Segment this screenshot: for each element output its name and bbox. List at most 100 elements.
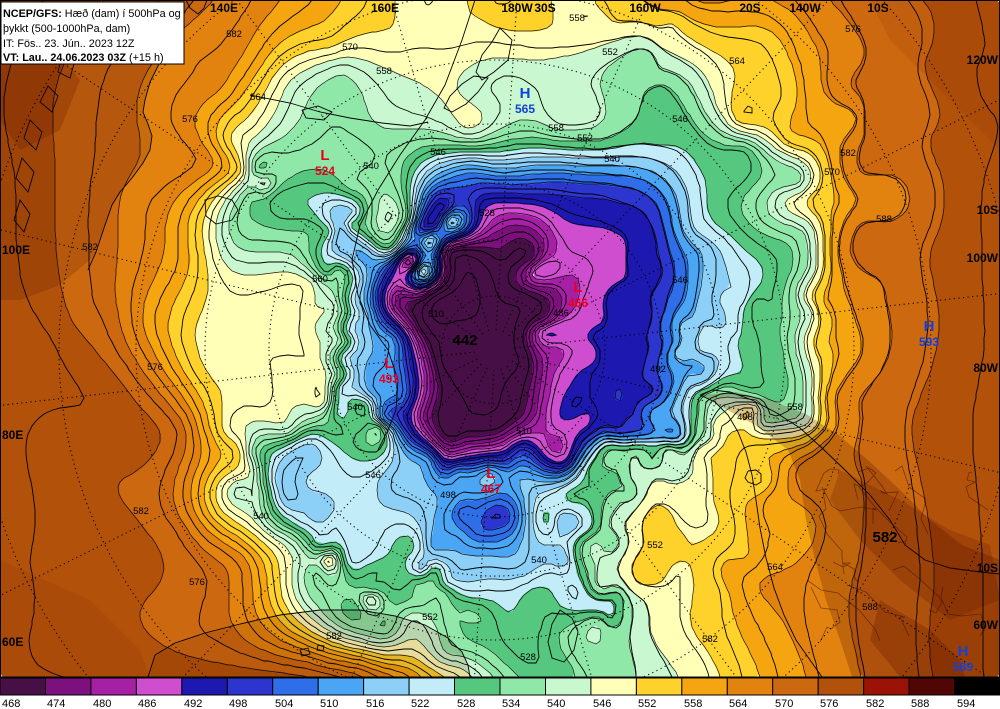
svg-text:594: 594 [957, 698, 975, 709]
svg-text:L: L [573, 279, 582, 296]
svg-text:593: 593 [919, 335, 939, 349]
svg-text:20S: 20S [739, 1, 760, 15]
svg-text:582: 582 [133, 506, 149, 517]
svg-text:80E: 80E [2, 428, 23, 442]
svg-text:524: 524 [315, 164, 335, 178]
svg-text:504: 504 [275, 698, 293, 709]
svg-text:582: 582 [702, 634, 718, 645]
svg-text:160W: 160W [629, 1, 661, 15]
svg-text:560: 560 [312, 274, 328, 285]
svg-text:498: 498 [229, 698, 247, 709]
svg-text:546: 546 [430, 147, 446, 158]
svg-text:10S: 10S [977, 203, 998, 217]
svg-text:466: 466 [568, 296, 588, 310]
svg-text:564: 564 [767, 562, 783, 573]
svg-text:VT: Lau.. 24.06.2023 03Z (+15: VT: Lau.. 24.06.2023 03Z (+15 h) [3, 52, 164, 64]
svg-text:534: 534 [502, 698, 520, 709]
svg-text:552: 552 [577, 133, 593, 144]
svg-text:442: 442 [452, 332, 477, 349]
svg-text:80W: 80W [973, 361, 998, 375]
svg-text:60W: 60W [973, 618, 998, 632]
svg-text:540: 540 [253, 511, 269, 522]
svg-text:576: 576 [147, 362, 163, 373]
svg-text:510: 510 [428, 309, 444, 320]
svg-text:546: 546 [365, 470, 381, 481]
svg-text:576: 576 [182, 114, 198, 125]
svg-text:558: 558 [569, 13, 585, 24]
svg-text:474: 474 [47, 698, 65, 709]
svg-text:498: 498 [440, 490, 456, 501]
svg-text:þykkt (500-1000hPa, dam): þykkt (500-1000hPa, dam) [3, 23, 130, 35]
svg-text:576: 576 [189, 577, 205, 588]
svg-text:582: 582 [872, 529, 897, 546]
svg-text:492: 492 [650, 364, 666, 375]
svg-text:10S: 10S [867, 1, 888, 15]
svg-text:60E: 60E [2, 635, 23, 649]
svg-text:582: 582 [840, 148, 856, 159]
svg-text:H: H [520, 85, 531, 102]
svg-text:IT: Fös.. 23. Jún.. 2023 12Z: IT: Fös.. 23. Jún.. 2023 12Z [3, 38, 135, 50]
svg-text:H: H [924, 318, 935, 335]
svg-text:100E: 100E [2, 243, 30, 257]
svg-text:160E: 160E [371, 1, 399, 15]
svg-text:L: L [320, 147, 329, 164]
svg-text:140W: 140W [789, 1, 821, 15]
svg-text:546: 546 [672, 275, 688, 286]
svg-text:L: L [384, 355, 393, 372]
svg-text:582: 582 [866, 698, 884, 709]
svg-text:498: 498 [737, 412, 753, 423]
svg-text:100W: 100W [967, 251, 999, 265]
svg-text:L: L [486, 465, 495, 482]
svg-text:564: 564 [250, 92, 266, 103]
svg-text:546: 546 [593, 698, 611, 709]
svg-text:558: 558 [548, 123, 564, 134]
svg-text:588: 588 [862, 602, 878, 613]
svg-text:564: 564 [729, 56, 745, 67]
svg-text:565: 565 [515, 102, 535, 116]
svg-text:467: 467 [481, 482, 501, 496]
svg-text:528: 528 [520, 652, 536, 663]
svg-text:552: 552 [422, 612, 438, 623]
svg-text:540: 540 [604, 154, 620, 165]
svg-text:582: 582 [326, 631, 342, 642]
svg-text:589: 589 [953, 660, 973, 674]
svg-text:564: 564 [729, 698, 747, 709]
svg-text:480: 480 [93, 698, 111, 709]
svg-text:540: 540 [547, 698, 565, 709]
svg-text:H: H [958, 643, 969, 660]
svg-text:588: 588 [876, 214, 892, 225]
svg-text:576: 576 [845, 24, 861, 35]
svg-text:588: 588 [911, 698, 929, 709]
svg-text:582: 582 [226, 29, 242, 40]
svg-text:558: 558 [376, 66, 392, 77]
svg-text:492: 492 [184, 698, 202, 709]
svg-text:510: 510 [320, 698, 338, 709]
svg-text:120W: 120W [967, 53, 999, 67]
svg-text:468: 468 [2, 698, 20, 709]
svg-text:546: 546 [672, 114, 688, 125]
svg-text:486: 486 [138, 698, 156, 709]
svg-text:140E: 140E [210, 1, 238, 15]
svg-text:528: 528 [479, 208, 495, 219]
svg-text:180W: 180W [501, 1, 533, 15]
svg-text:552: 552 [602, 47, 618, 58]
svg-text:516: 516 [366, 698, 384, 709]
svg-text:10S: 10S [977, 561, 998, 575]
svg-text:540: 540 [347, 402, 363, 413]
svg-text:528: 528 [457, 698, 475, 709]
svg-text:558: 558 [787, 402, 803, 413]
svg-text:486: 486 [553, 308, 569, 319]
svg-text:576: 576 [820, 698, 838, 709]
svg-text:540: 540 [531, 555, 547, 566]
svg-text:570: 570 [824, 167, 840, 178]
svg-text:30S: 30S [534, 1, 555, 15]
svg-text:510: 510 [516, 426, 532, 437]
svg-text:493: 493 [379, 372, 399, 386]
svg-text:522: 522 [411, 698, 429, 709]
svg-text:NCEP/GFS: Hæð (dam) í 500hPa o: NCEP/GFS: Hæð (dam) í 500hPa og [3, 8, 181, 20]
svg-text:570: 570 [775, 698, 793, 709]
svg-text:582: 582 [82, 242, 98, 253]
svg-text:570: 570 [342, 42, 358, 53]
svg-text:558: 558 [684, 698, 702, 709]
svg-text:552: 552 [638, 698, 656, 709]
